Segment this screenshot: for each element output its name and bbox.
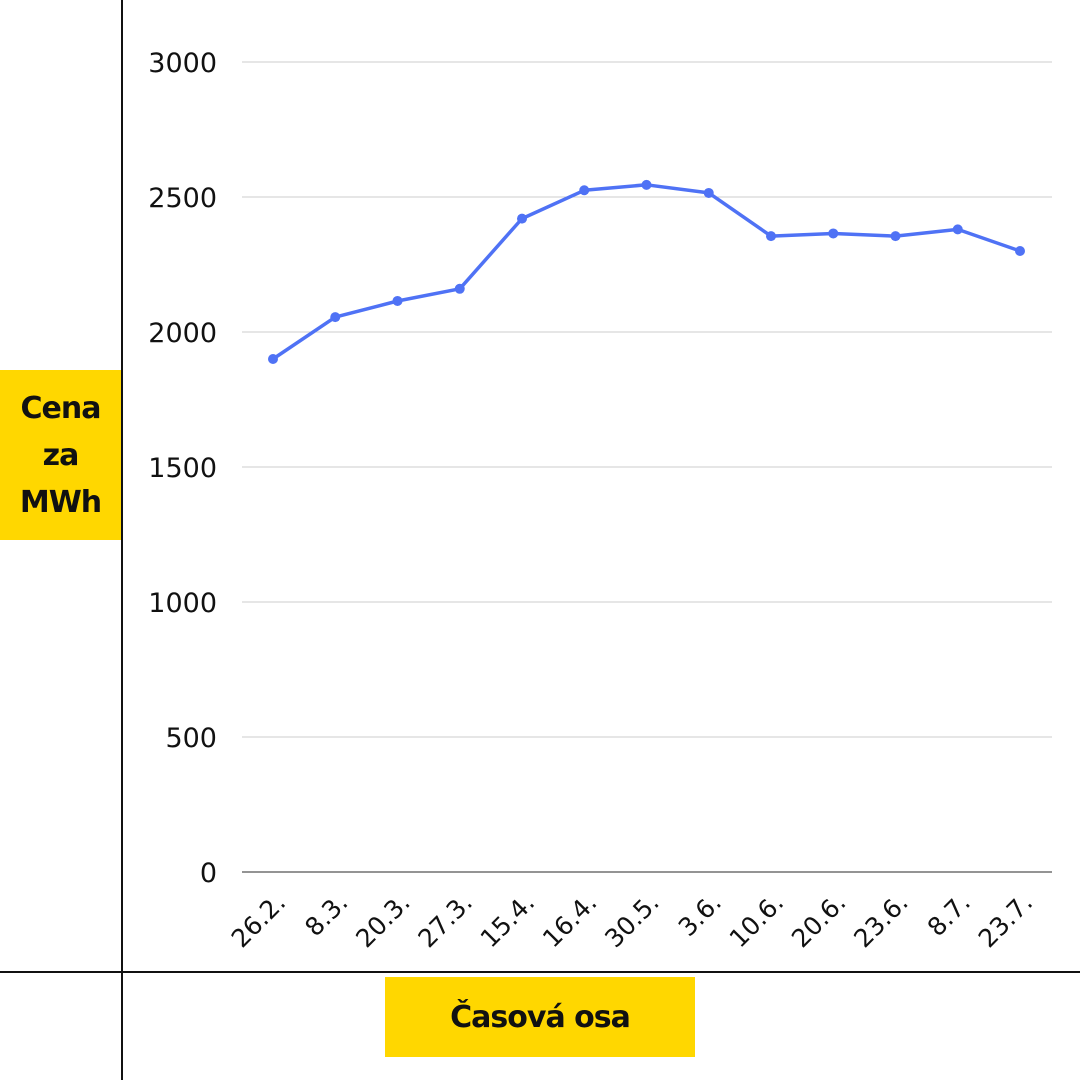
x-tick-labels: 26.2. 8.3.20.3.27.3.15.4.16.4.30.5. 3.6.10… [226, 888, 1038, 953]
data-point [641, 179, 652, 190]
data-point [1015, 246, 1025, 256]
gridlines [242, 61, 1052, 873]
data-point [952, 224, 963, 235]
y-tick-label: 2000 [148, 318, 217, 349]
data-point [392, 295, 403, 306]
data-point [579, 185, 590, 196]
data-series [268, 179, 1025, 364]
x-tick-label: 20.3. [350, 888, 415, 953]
x-tick-label: 8.7. [922, 888, 976, 942]
y-axis-label-line: Cena [20, 390, 102, 426]
x-tick-label: 3.6. [673, 888, 727, 942]
data-point [268, 354, 278, 364]
x-tick-label: 8.3. [299, 888, 353, 942]
data-point [890, 231, 901, 242]
y-tick-label: 2500 [148, 183, 217, 214]
y-axis-label-line: za [42, 437, 80, 473]
x-tick-label: 23.6. [848, 888, 913, 953]
y-tick-label: 1000 [148, 588, 217, 619]
data-point [703, 187, 714, 198]
y-axis-frame-line [121, 0, 123, 1080]
data-point [330, 312, 341, 323]
y-axis-label-line: MWh [19, 484, 102, 520]
y-axis-label: Cena za MWh [0, 370, 121, 540]
x-tick-label: 27.3. [412, 888, 477, 953]
x-tick-label: 23.7. [973, 888, 1038, 953]
x-tick-label: 30.5. [599, 888, 664, 953]
x-tick-label: 16.4. [537, 888, 602, 953]
data-point [517, 213, 527, 224]
y-tick-label: 1500 [148, 453, 217, 484]
x-tick-label: 10.6. [724, 888, 789, 953]
y-tick-label: 500 [165, 723, 217, 754]
x-axis-label: Časová osa [385, 977, 695, 1057]
x-tick-label: 15.4. [475, 888, 540, 953]
x-axis-frame-line [0, 971, 1080, 973]
data-point [454, 283, 465, 294]
x-tick-label: 26.2. [226, 888, 291, 953]
y-tick-label: 0 [200, 858, 217, 889]
data-point [828, 228, 839, 239]
y-tick-label: 3000 [148, 48, 217, 79]
data-point [766, 231, 776, 242]
x-tick-label: 20.6. [786, 888, 851, 953]
series-line [271, 183, 1022, 361]
y-tick-labels: 0 500 1000 1500 2000 2500 3000 [148, 48, 217, 889]
